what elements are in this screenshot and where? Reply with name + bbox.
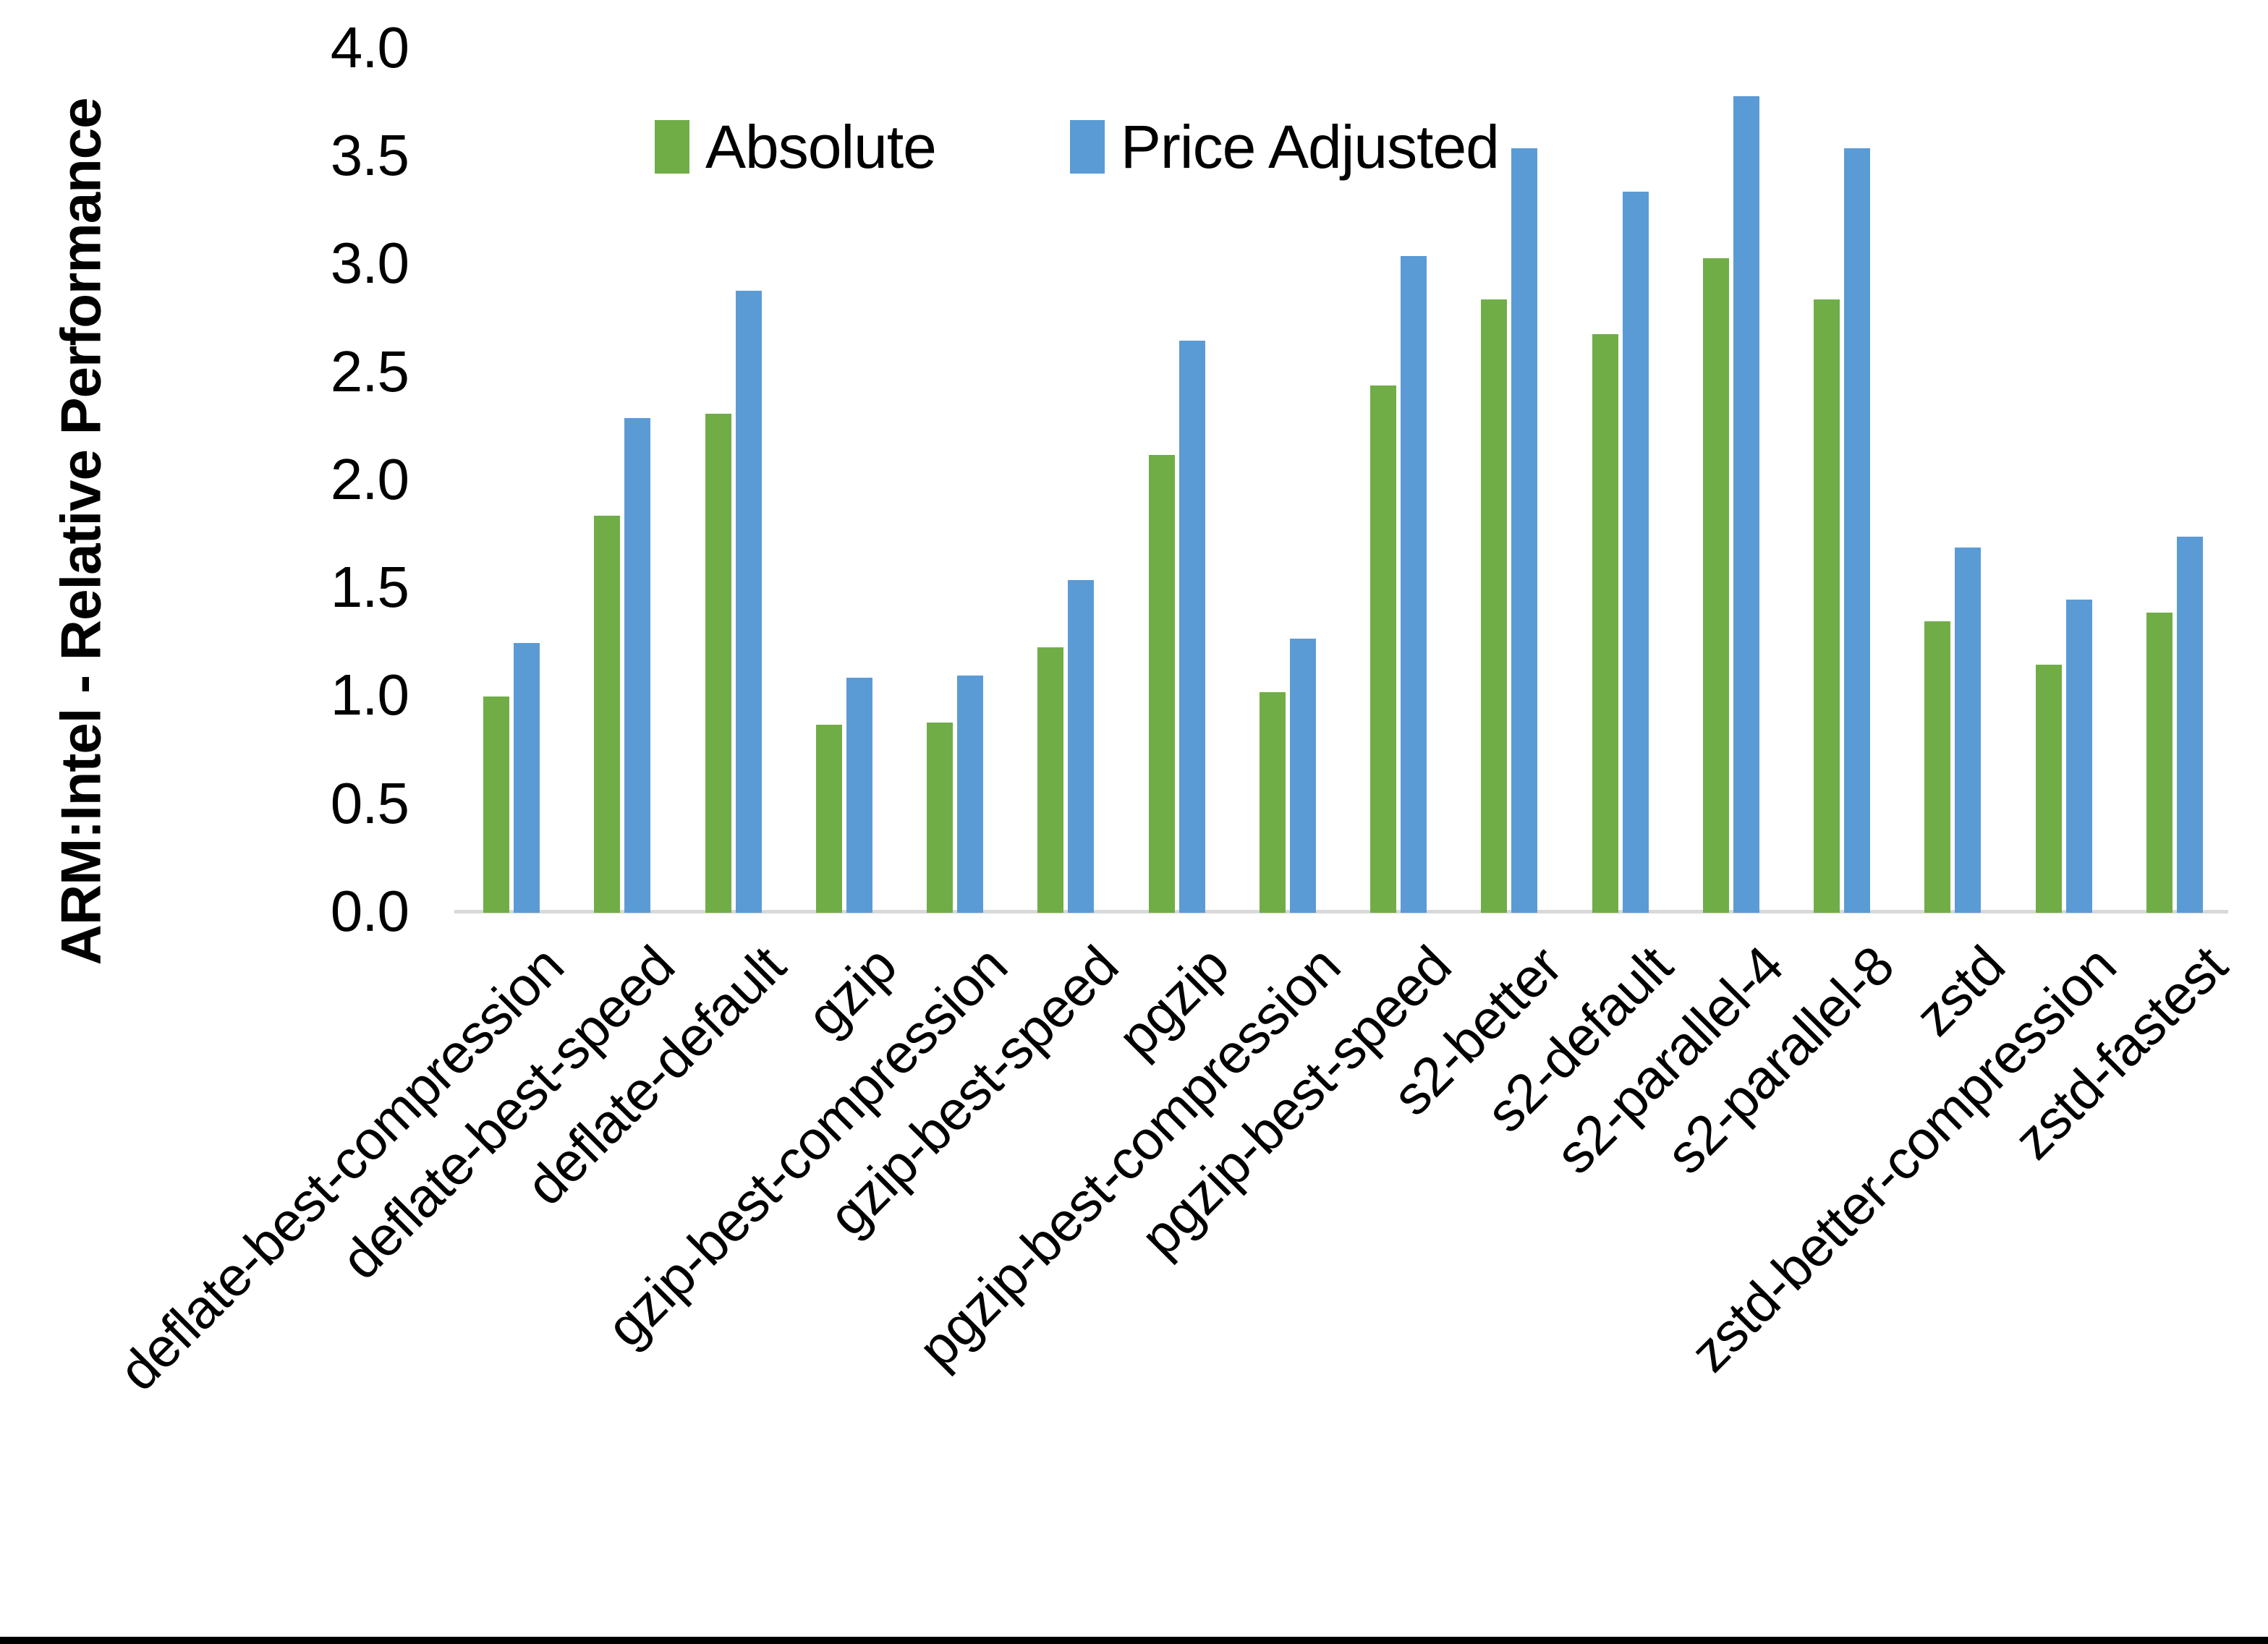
bar-absolute-s2-better <box>1481 299 1508 913</box>
bar-price-adjusted-gzip <box>846 677 872 913</box>
x-axis-line <box>454 910 2228 913</box>
bottom-border-line <box>0 1637 2268 1644</box>
bar-price-adjusted-gzip-best-compression <box>957 675 983 913</box>
y-tick-label: 4.0 <box>330 14 409 80</box>
bar-absolute-pgzip-best-speed <box>1370 386 1396 913</box>
legend-label: Absolute <box>705 113 937 181</box>
bar-absolute-gzip <box>815 725 842 913</box>
bar-price-adjusted-pgzip-best-compression <box>1289 638 1316 913</box>
bar-absolute-pgzip <box>1148 454 1175 913</box>
y-tick-label: 0.5 <box>330 770 409 835</box>
bar-price-adjusted-deflate-best-compression <box>514 642 540 913</box>
y-tick-label: 3.5 <box>330 123 409 188</box>
y-tick-label: 2.5 <box>330 338 409 404</box>
y-tick-label: 1.5 <box>330 555 409 620</box>
bar-price-adjusted-pgzip <box>1178 340 1205 913</box>
legend-swatch-icon <box>655 120 689 174</box>
bar-price-adjusted-zstd-fastest <box>2176 537 2203 913</box>
bar-price-adjusted-pgzip-best-speed <box>1401 256 1427 913</box>
bar-absolute-deflate-best-compression <box>483 697 509 913</box>
legend-item-absolute: Absolute <box>655 107 937 187</box>
legend-label: Price Adjusted <box>1120 113 1500 181</box>
y-tick-label: 2.0 <box>330 446 409 511</box>
bar-absolute-s2-parallel-4 <box>1702 258 1729 913</box>
bar-absolute-s2-parallel-8 <box>1814 299 1840 913</box>
bar-price-adjusted-deflate-best-speed <box>624 418 651 913</box>
y-tick-label: 0.0 <box>330 879 409 944</box>
y-tick-label: 1.0 <box>330 663 409 728</box>
bar-price-adjusted-s2-parallel-8 <box>1844 148 1870 913</box>
bar-absolute-zstd-better-compression <box>2035 664 2062 913</box>
legend: Absolute Price Adjusted <box>655 107 1500 187</box>
legend-item-price-adjusted: Price Adjusted <box>1069 107 1500 187</box>
bar-price-adjusted-s2-better <box>1511 148 1538 913</box>
bar-absolute-gzip-best-compression <box>927 723 953 913</box>
bar-price-adjusted-deflate-default <box>735 291 762 913</box>
bar-absolute-gzip-best-speed <box>1037 647 1064 913</box>
bar-absolute-pgzip-best-compression <box>1259 692 1286 913</box>
bar-absolute-deflate-best-speed <box>594 515 621 913</box>
bar-absolute-deflate-default <box>705 414 731 913</box>
legend-swatch-icon <box>1069 120 1105 174</box>
y-axis-title: ARM:Intel - Relative Performance <box>48 98 113 966</box>
bar-price-adjusted-s2-default <box>1622 191 1649 913</box>
y-tick-label: 3.0 <box>330 231 409 296</box>
bar-absolute-zstd-fastest <box>2146 612 2173 913</box>
x-category-label-deflate-best-compression: deflate-best-compression <box>107 934 576 1403</box>
bar-price-adjusted-zstd-better-compression <box>2065 600 2092 913</box>
bar-price-adjusted-gzip-best-speed <box>1068 580 1095 913</box>
bar-absolute-s2-default <box>1592 333 1618 913</box>
bar-price-adjusted-zstd <box>1955 548 1982 913</box>
bar-price-adjusted-s2-parallel-4 <box>1733 96 1759 913</box>
bar-absolute-zstd <box>1924 621 1951 913</box>
